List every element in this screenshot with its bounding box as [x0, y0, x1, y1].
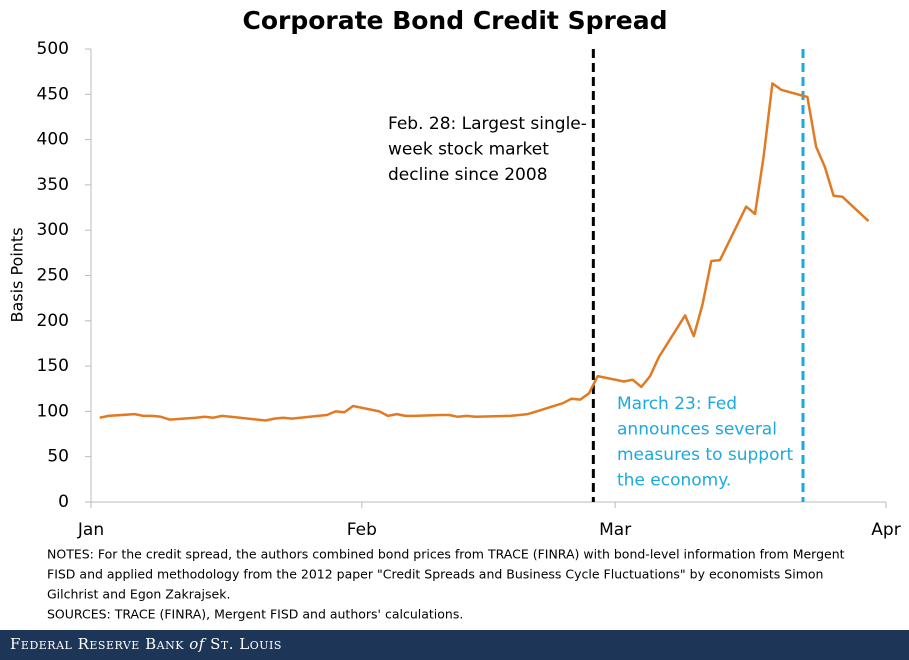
y-tick-label: 350 [37, 175, 69, 195]
line-series [99, 82, 870, 422]
event-label: the economy. [617, 471, 731, 491]
event-label: March 23: Fed [617, 394, 737, 414]
y-tick-label: 400 [37, 130, 69, 150]
event-label: measures to support [617, 445, 793, 465]
y-tick-label: 50 [47, 447, 69, 467]
note: FISD and applied methodology from the 20… [47, 567, 823, 582]
note: SOURCES: TRACE (FINRA), Mergent FISD and… [47, 607, 463, 622]
x-tick-label: Mar [599, 520, 631, 540]
y-tick-label: 450 [37, 84, 69, 104]
y-tick-label: 300 [37, 220, 69, 240]
y-tick-label: 0 [58, 492, 69, 512]
event-label: decline since 2008 [388, 165, 548, 185]
event-label: announces several [617, 420, 777, 440]
footer-text: Federal Reserve Bank of St. Louis [10, 635, 282, 653]
x-tick-label: Apr [871, 520, 900, 540]
y-tick-label: 150 [37, 356, 69, 376]
y-axis-label: Basis Points [8, 227, 27, 322]
event-label: week stock market [388, 140, 549, 160]
y-tick-label: 500 [37, 39, 69, 59]
y-tick-label: 250 [37, 266, 69, 286]
x-tick-label: Jan [77, 520, 104, 540]
y-tick-label: 200 [37, 311, 69, 331]
footer-part: St. Louis [210, 635, 282, 653]
x-tick-label: Feb [347, 520, 377, 540]
footer-part: of [189, 635, 207, 653]
y-tick-label: 100 [37, 401, 69, 421]
note: Gilchrist and Egon Zakrajsek. [47, 587, 230, 602]
note: NOTES: For the credit spread, the author… [47, 547, 845, 562]
footer-part: Federal Reserve Bank [10, 635, 184, 653]
footer-bar [0, 630, 909, 660]
event-label: Feb. 28: Largest single- [388, 114, 587, 134]
chart-title: Corporate Bond Credit Spread [242, 6, 667, 35]
